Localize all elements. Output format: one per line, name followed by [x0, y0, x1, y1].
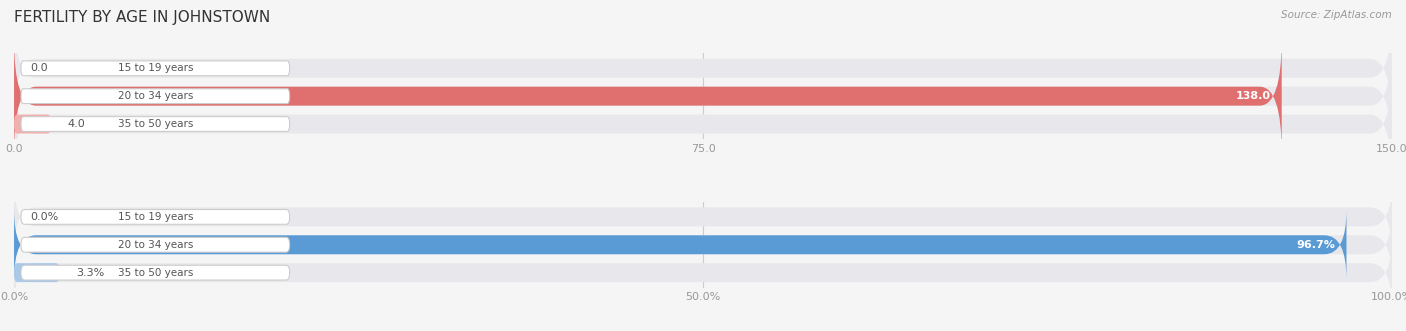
FancyBboxPatch shape: [14, 39, 1282, 154]
FancyBboxPatch shape: [14, 11, 1392, 126]
Text: 35 to 50 years: 35 to 50 years: [118, 268, 193, 278]
Text: 20 to 34 years: 20 to 34 years: [118, 240, 193, 250]
Text: 15 to 19 years: 15 to 19 years: [118, 212, 193, 222]
Text: 35 to 50 years: 35 to 50 years: [118, 119, 193, 129]
FancyBboxPatch shape: [21, 237, 290, 252]
FancyBboxPatch shape: [21, 89, 290, 104]
Text: 138.0: 138.0: [1236, 91, 1271, 101]
FancyBboxPatch shape: [21, 117, 290, 131]
FancyBboxPatch shape: [14, 39, 1392, 154]
Text: 0.0: 0.0: [31, 63, 48, 73]
FancyBboxPatch shape: [21, 61, 290, 76]
FancyBboxPatch shape: [14, 210, 1392, 280]
FancyBboxPatch shape: [14, 115, 51, 133]
Text: 20 to 34 years: 20 to 34 years: [118, 91, 193, 101]
Text: 4.0: 4.0: [67, 119, 86, 129]
Text: Source: ZipAtlas.com: Source: ZipAtlas.com: [1281, 10, 1392, 20]
FancyBboxPatch shape: [21, 210, 290, 224]
FancyBboxPatch shape: [14, 238, 1392, 308]
Text: 3.3%: 3.3%: [76, 268, 104, 278]
Text: 0.0%: 0.0%: [31, 212, 59, 222]
FancyBboxPatch shape: [14, 67, 1392, 181]
FancyBboxPatch shape: [21, 265, 290, 280]
Text: FERTILITY BY AGE IN JOHNSTOWN: FERTILITY BY AGE IN JOHNSTOWN: [14, 10, 270, 25]
FancyBboxPatch shape: [14, 182, 1392, 252]
FancyBboxPatch shape: [14, 263, 59, 282]
FancyBboxPatch shape: [14, 210, 1347, 280]
Text: 15 to 19 years: 15 to 19 years: [118, 63, 193, 73]
Text: 96.7%: 96.7%: [1296, 240, 1336, 250]
